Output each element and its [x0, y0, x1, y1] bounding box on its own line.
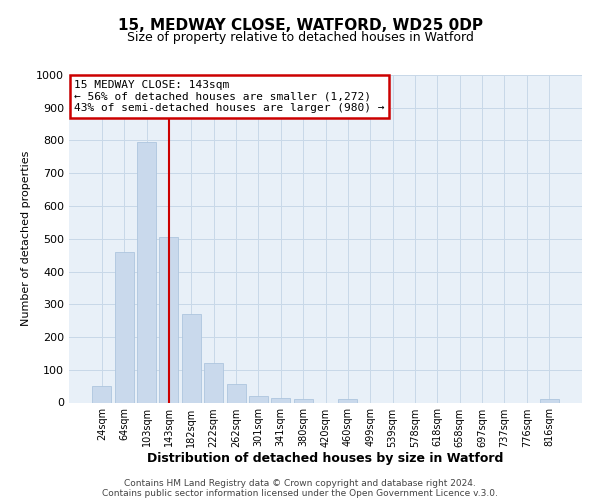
Bar: [182, 314, 201, 402]
Bar: [539, 399, 559, 402]
X-axis label: Distribution of detached houses by size in Watford: Distribution of detached houses by size …: [148, 452, 503, 466]
Bar: [160, 237, 178, 402]
Text: 15 MEDWAY CLOSE: 143sqm
← 56% of detached houses are smaller (1,272)
43% of semi: 15 MEDWAY CLOSE: 143sqm ← 56% of detache…: [74, 80, 385, 113]
Bar: [204, 363, 223, 403]
Bar: [227, 384, 245, 402]
Bar: [338, 399, 358, 402]
Text: Contains public sector information licensed under the Open Government Licence v.: Contains public sector information licen…: [102, 488, 498, 498]
Text: Size of property relative to detached houses in Watford: Size of property relative to detached ho…: [127, 31, 473, 44]
Text: Contains HM Land Registry data © Crown copyright and database right 2024.: Contains HM Land Registry data © Crown c…: [124, 478, 476, 488]
Text: 15, MEDWAY CLOSE, WATFORD, WD25 0DP: 15, MEDWAY CLOSE, WATFORD, WD25 0DP: [118, 18, 482, 32]
Bar: [249, 396, 268, 402]
Bar: [115, 252, 134, 402]
Bar: [92, 386, 112, 402]
Y-axis label: Number of detached properties: Number of detached properties: [20, 151, 31, 326]
Bar: [137, 142, 156, 403]
Bar: [293, 399, 313, 402]
Bar: [271, 398, 290, 402]
